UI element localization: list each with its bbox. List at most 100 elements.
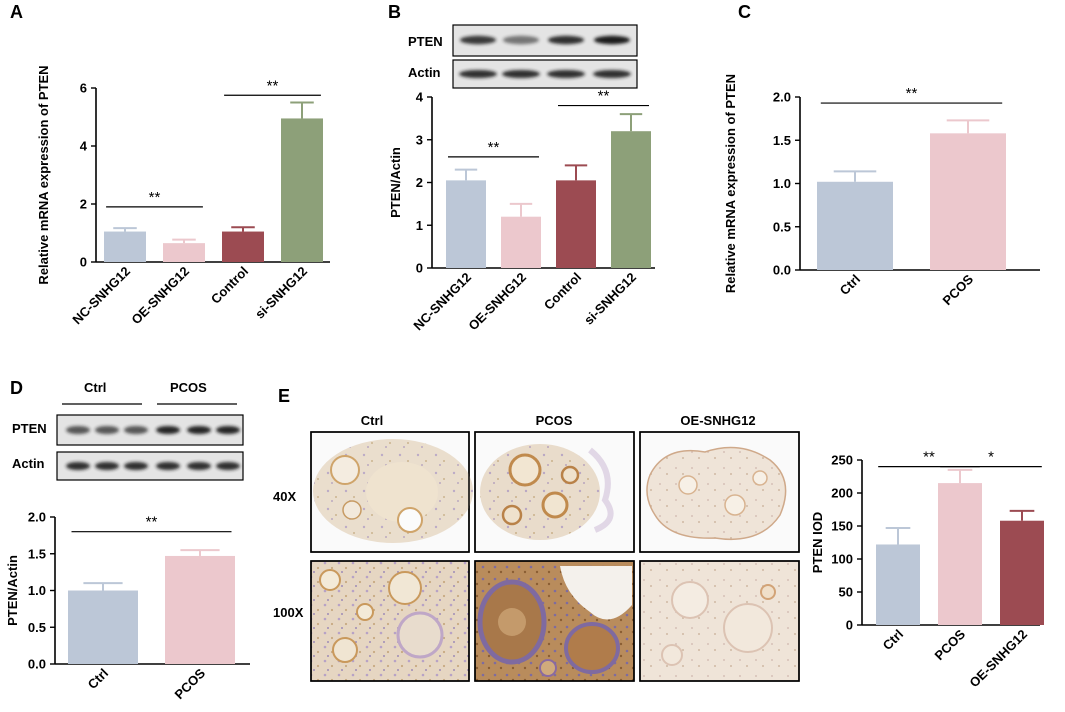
histology-row-100x: 100X	[273, 605, 304, 620]
blot-d-pten-band	[66, 426, 90, 434]
chart-c-bar	[817, 181, 893, 270]
panel-letter-e: E	[278, 386, 291, 406]
blot-b-label-actin: Actin	[408, 65, 441, 80]
chart-e-category-label: OE-SNHG12	[966, 627, 1030, 691]
chart-a-category-label: NC-SNHG12	[69, 264, 133, 328]
blot-d-actin-band	[156, 462, 180, 470]
chart-d-ytick-label: 0.5	[28, 620, 46, 635]
chart-d-ytick-label: 0.0	[28, 657, 46, 672]
chart-e-significance-label: **	[923, 449, 935, 466]
chart-a-ytick-label: 4	[80, 139, 88, 154]
chart-b-category-label: OE-SNHG12	[465, 270, 529, 334]
blot-d-pten-band	[95, 426, 119, 434]
chart-b-ytick-label: 4	[416, 90, 424, 105]
chart-b-category-label: Control	[541, 270, 584, 313]
chart-c-ytick-label: 2.0	[773, 90, 791, 105]
chart-b-category-label: si-SNHG12	[581, 270, 639, 328]
chart-b-significance-label: **	[488, 139, 500, 156]
blot-d-actin-band	[124, 462, 148, 470]
chart-c-ytick-label: 0.5	[773, 219, 791, 234]
chart-e-category-label: Ctrl	[880, 627, 906, 653]
chart-e-ytick-label: 100	[831, 552, 853, 567]
blot-b-label-pten: PTEN	[408, 34, 443, 49]
western-blot-d: Ctrl PCOS PTEN Actin	[12, 380, 244, 481]
blot-d-label-pten: PTEN	[12, 421, 47, 436]
blot-d-actin-band	[187, 462, 211, 470]
chart-b-bar	[611, 131, 651, 268]
chart-c: 0.0 0.5 1.0 1.5 2.0 Relative mRNA expression …	[723, 74, 1040, 308]
chart-e-category-label: PCOS	[931, 626, 968, 663]
image-oe-snhg12-40x	[639, 431, 800, 553]
blot-b-pten-band	[548, 35, 584, 45]
chart-d-bar	[165, 555, 235, 664]
chart-d-category-label: Ctrl	[85, 666, 111, 692]
chart-a-ylabel: Relative mRNA expression of PTEN	[36, 65, 51, 284]
chart-e-ytick-label: 0	[846, 618, 853, 633]
chart-d-ylabel: PTEN/Actin	[5, 555, 20, 626]
chart-a-category-label: Control	[208, 264, 251, 307]
chart-a-bar	[163, 243, 205, 262]
chart-b-ytick-label: 1	[416, 218, 423, 233]
chart-b-category-label: NC-SNHG12	[410, 270, 474, 334]
chart-d-category-label: PCOS	[171, 665, 208, 702]
chart-d-ytick-label: 2.0	[28, 510, 46, 525]
chart-c-bar	[930, 133, 1006, 270]
image-oe-snhg12-100x	[639, 560, 800, 682]
chart-b-ytick-label: 2	[416, 175, 423, 190]
chart-a-category-label: si-SNHG12	[252, 264, 310, 322]
western-blot-b: PTEN Actin	[408, 24, 638, 89]
chart-a-significance-label: **	[149, 189, 161, 206]
blot-d-pten-band	[124, 426, 148, 434]
chart-a-category-label: OE-SNHG12	[128, 264, 192, 328]
chart-b-ytick-label: 0	[416, 261, 423, 276]
blot-d-pten-band	[216, 426, 240, 434]
chart-c-ytick-label: 1.5	[773, 133, 791, 148]
blot-d-label-actin: Actin	[12, 456, 45, 471]
chart-c-ytick-label: 1.0	[773, 176, 791, 191]
chart-a-ytick-label: 6	[80, 81, 87, 96]
blot-d-group-ctrl: Ctrl	[84, 380, 106, 395]
blot-d-actin-band	[66, 462, 90, 470]
blot-d-actin-band	[95, 462, 119, 470]
chart-b-bar	[556, 180, 596, 268]
chart-e-ytick-label: 150	[831, 519, 853, 534]
histology-grid: Ctrl PCOS OE-SNHG12 40X 100X	[273, 413, 800, 682]
chart-a: 0 2 4 6 Relative mRNA expression of PTEN NC-S…	[36, 65, 330, 327]
chart-e-ytick-label: 200	[831, 486, 853, 501]
blot-b-actin-band	[593, 70, 631, 78]
chart-a-significance-label: **	[267, 77, 279, 94]
chart-c-significance-label: **	[906, 85, 918, 102]
blot-b-actin-band	[547, 70, 585, 78]
chart-e-ytick-label: 250	[831, 453, 853, 468]
chart-d-significance-label: **	[146, 514, 158, 531]
chart-e-significance-label: *	[988, 449, 994, 466]
chart-d-ytick-label: 1.0	[28, 583, 46, 598]
chart-b-bar	[446, 180, 486, 268]
chart-a-bar	[104, 231, 146, 262]
chart-a-bar	[222, 231, 264, 262]
chart-d: 0.0 0.5 1.0 1.5 2.0 PTEN/Actin Ctrl PCOS **	[5, 510, 250, 702]
chart-e-bar	[876, 544, 920, 625]
blot-b-pten-band	[594, 35, 630, 45]
image-ctrl-40x	[310, 431, 473, 553]
panel-letter-a: A	[10, 2, 23, 22]
histology-col-oe-snhg12: OE-SNHG12	[680, 413, 755, 428]
blot-d-group-pcos: PCOS	[170, 380, 207, 395]
blot-d-pten-strip	[56, 414, 244, 446]
blot-b-actin-band	[502, 70, 540, 78]
chart-d-bar	[68, 590, 138, 664]
histology-col-ctrl: Ctrl	[361, 413, 383, 428]
chart-e-ylabel: PTEN IOD	[810, 512, 825, 573]
chart-a-ytick-label: 2	[80, 197, 87, 212]
blot-d-pten-band	[187, 426, 211, 434]
chart-a-ytick-label: 0	[80, 255, 87, 270]
chart-c-ytick-label: 0.0	[773, 263, 791, 278]
image-pcos-40x	[474, 431, 635, 553]
chart-b-ytick-label: 3	[416, 132, 423, 147]
chart-b-bar	[501, 216, 541, 268]
histology-row-40x: 40X	[273, 489, 296, 504]
histology-col-pcos: PCOS	[536, 413, 573, 428]
chart-c-category-label: PCOS	[939, 271, 976, 308]
